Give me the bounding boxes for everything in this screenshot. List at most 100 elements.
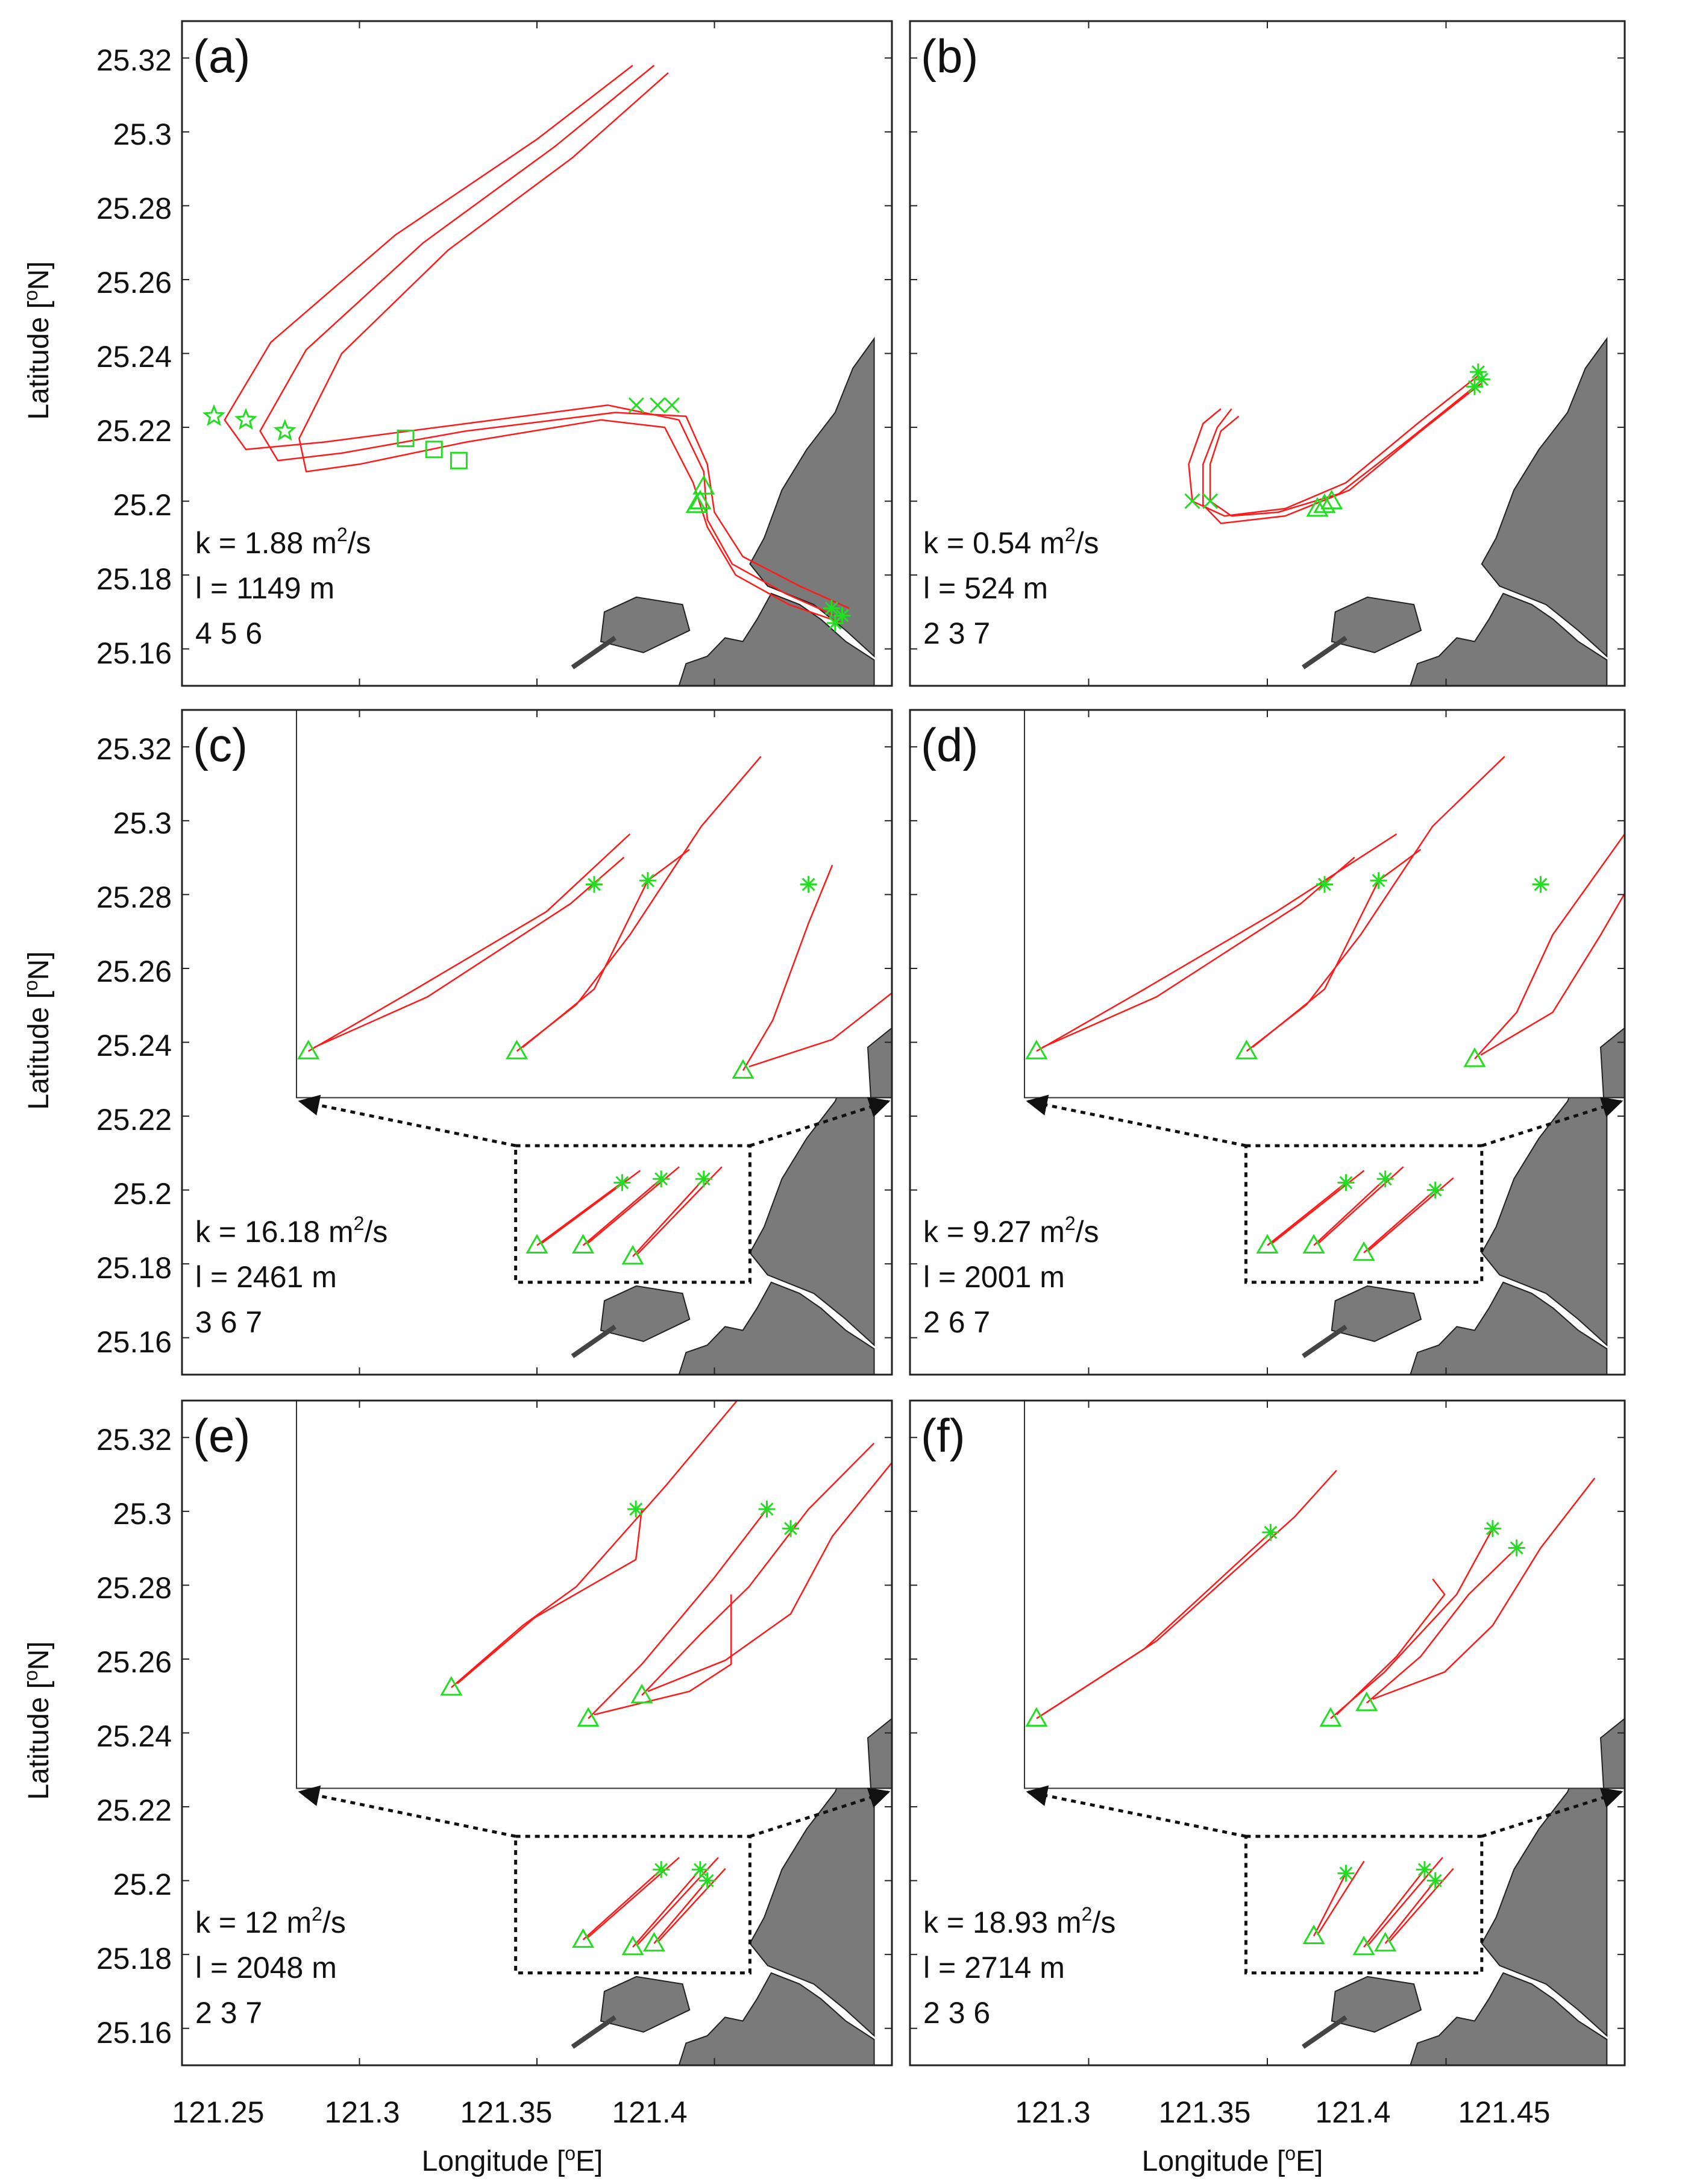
diffusivity-value: k = 16.18 m: [195, 1215, 354, 1249]
pier-line: [571, 2015, 616, 2049]
star-marker: [273, 419, 296, 441]
x-marker: [628, 397, 644, 413]
drifter-ids-label: 2 3 7: [923, 617, 990, 650]
trajectory-line: [653, 1880, 708, 1944]
y-axis-title: Latitude [oN]: [20, 261, 55, 419]
diffusivity-value: k = 1.88 m: [195, 526, 337, 560]
land-polygon: [1410, 592, 1608, 686]
length-scale-label: l = 2714 m: [923, 1951, 1065, 1985]
land-polygon: [600, 1285, 691, 1342]
asterisk-marker: [613, 1174, 631, 1191]
triangle-marker: [1025, 1040, 1048, 1059]
panel-plot-area: [296, 1401, 892, 2065]
panel-plot-area: [1024, 1401, 1625, 2065]
inset-trajectory: [742, 864, 833, 1072]
pier-line: [1302, 1325, 1347, 1358]
y-tick-label: 25.28: [96, 880, 172, 914]
length-scale-label: l = 1149 m: [195, 571, 334, 605]
inset-trajectory: [451, 1401, 738, 1689]
trajectory-line: [1202, 382, 1482, 524]
length-scale-label: l = 2001 m: [923, 1260, 1065, 1294]
x-axis-title: Longitude [oE]: [422, 2142, 603, 2177]
panel-a: (a) k = 1.88 m2/s l = 1149 m 4 5 6: [181, 20, 893, 687]
triangle-marker: [297, 1040, 320, 1059]
x-tick-label: 121.4: [1315, 2095, 1390, 2129]
inset-trajectory: [748, 935, 892, 1068]
diffusivity-label: k = 16.18 m2/s: [195, 1213, 387, 1249]
asterisk-marker: [1484, 1520, 1501, 1537]
triangle-marker: [1256, 1234, 1279, 1254]
x-marker: [650, 397, 666, 413]
panel-letter: (c): [193, 718, 248, 771]
y-tick-label: 25.22: [96, 1793, 172, 1827]
inset-trajectory: [1372, 1477, 1596, 1700]
inset-trajectory: [588, 1508, 768, 1719]
diffusivity-label: k = 12 m2/s: [195, 1903, 346, 1939]
asterisk-marker: [1316, 876, 1333, 893]
triangle-marker: [621, 1935, 644, 1956]
length-scale-label: l = 524 m: [923, 571, 1048, 605]
panel-plot-area: [1184, 336, 1608, 686]
asterisk-marker: [1466, 378, 1483, 395]
inset-trajectory: [1366, 1547, 1517, 1704]
zoom-region-box: [514, 1144, 751, 1284]
star-marker: [202, 404, 226, 426]
triangle-marker: [1374, 1931, 1397, 1952]
trajectory-line: [582, 1869, 662, 1941]
trajectory-line: [259, 64, 850, 609]
trajectory-line: [632, 1178, 704, 1257]
inset-trajectory: [1480, 892, 1625, 1056]
y-axis-title: Latitude [oN]: [20, 951, 55, 1109]
asterisk-marker: [1532, 876, 1549, 893]
drifter-ids-label: 2 3 6: [923, 1996, 990, 2030]
x-tick-label: 121.35: [460, 2095, 553, 2129]
x-tick-label: 121.35: [1159, 2095, 1251, 2129]
trajectory-line: [1384, 1880, 1436, 1944]
y-tick-label: 25.26: [96, 955, 172, 988]
y-tick-label: 25.3: [113, 1497, 172, 1531]
panel-d: (d) k = 9.27 m2/s l = 2001 m 2 6 7: [909, 709, 1626, 1376]
asterisk-marker: [653, 1861, 670, 1878]
inset-trajectory: [1042, 1469, 1337, 1716]
unit-suffix: /s: [322, 1906, 346, 1939]
trajectory-line: [632, 1869, 701, 1948]
y-tick-label: 25.32: [96, 1423, 172, 1457]
panel-letter: (d): [921, 718, 978, 771]
trajectory-line: [1367, 1857, 1443, 1947]
y-tick-label: 25.22: [96, 1103, 172, 1137]
asterisk-marker: [782, 1520, 800, 1537]
triangle-marker: [1352, 1935, 1375, 1956]
pier-line: [571, 1325, 616, 1358]
zoom-region-box: [1244, 1834, 1484, 1975]
triangle-marker: [685, 493, 708, 513]
y-tick-label: 25.18: [96, 562, 172, 596]
x-tick-label: 121.3: [324, 2095, 400, 2129]
asterisk-marker: [691, 1861, 709, 1878]
asterisk-marker: [1337, 1174, 1355, 1191]
y-tick-label: 25.3: [113, 806, 172, 840]
trajectory-line: [298, 72, 842, 624]
unit-suffix: /s: [1076, 1215, 1099, 1249]
y-tick-label: 25.26: [96, 266, 172, 300]
asterisk-marker: [1426, 1181, 1444, 1199]
trajectory-line: [540, 1170, 641, 1245]
zoom-arrow-left: [1026, 1094, 1246, 1147]
pier-line: [571, 636, 616, 670]
y-tick-label: 25.2: [113, 1177, 172, 1211]
y-tick-labels: 25.32 25.3 25.28 25.26 25.24 25.22 25.2 …: [96, 43, 172, 2050]
y-tick-label: 25.28: [96, 192, 172, 225]
diffusivity-label: k = 18.93 m2/s: [923, 1903, 1115, 1939]
pier-line: [1302, 636, 1347, 670]
asterisk-marker: [695, 1170, 712, 1188]
zoom-arrow-left: [1026, 1785, 1246, 1838]
diffusivity-label: k = 9.27 m2/s: [923, 1213, 1099, 1249]
diffusivity-value: k = 0.54 m: [923, 526, 1065, 560]
trajectory-line: [1367, 1177, 1454, 1252]
trajectory-line: [1363, 1189, 1436, 1254]
triangle-marker: [1235, 1040, 1258, 1059]
pier-line: [1302, 2015, 1347, 2049]
panel-plot-area: [1024, 710, 1625, 1375]
triangle-marker: [689, 489, 712, 510]
triangle-marker: [525, 1234, 548, 1254]
trajectory-line: [1188, 375, 1479, 517]
